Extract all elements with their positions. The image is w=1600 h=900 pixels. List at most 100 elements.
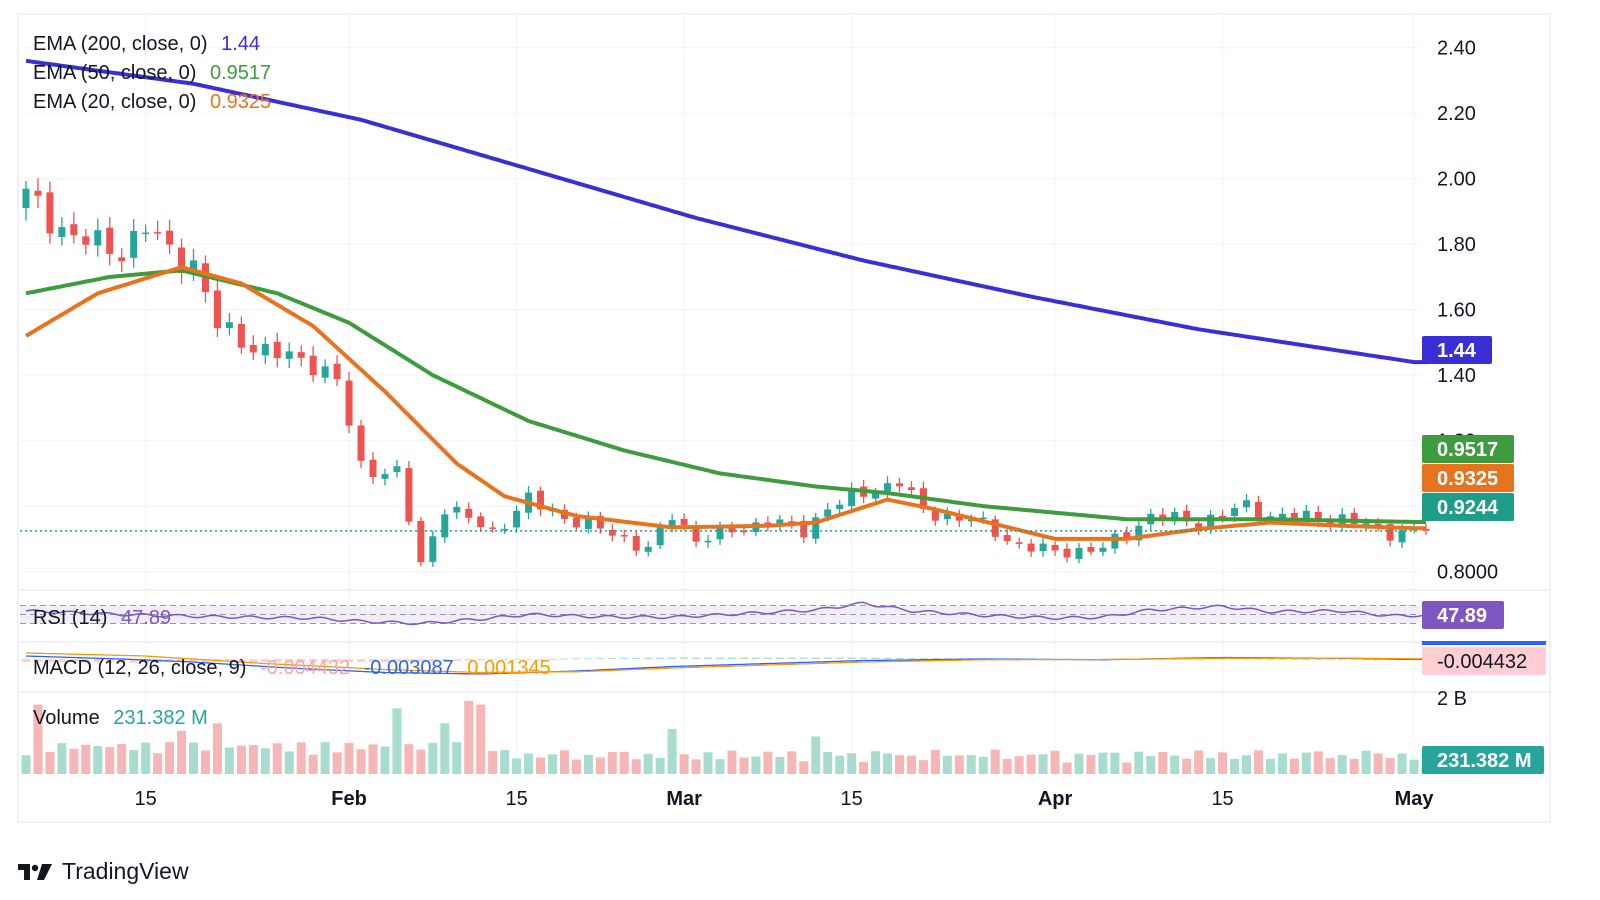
macd-hist-bar [380,659,389,662]
volume-bar [1373,753,1383,774]
macd-hist-bar [105,659,114,663]
macd-hist-bar [488,659,497,661]
y-tick-label: 2.20 [1437,103,1476,125]
macd-hist-bar [1350,659,1359,660]
macd-hist-bar [871,657,880,659]
macd-hist-bar [847,657,856,659]
candle-body [1183,510,1191,522]
candle-body [261,343,269,356]
macd-hist-bar [189,659,198,662]
volume-bar [1385,758,1395,774]
candle-body [166,230,174,245]
volume-bar [1158,751,1168,774]
legend-rsi-value: 47.89 [121,607,171,629]
volume-bar [1349,758,1359,774]
volume-bar [859,761,869,774]
macd-hist-bar [883,657,892,659]
volume-bar [1265,758,1275,774]
volume-bar [619,751,629,774]
volume-bar [655,757,665,774]
macd-badge-top [1422,641,1546,645]
macd-hist-bar [799,657,808,659]
macd-hist-bar [895,657,904,659]
volume-bar [1230,758,1240,774]
candle-body [776,519,784,525]
volume-bar [416,749,426,774]
volume-bar [763,751,773,774]
macd-hist-bar [297,659,306,663]
volume-bar [667,729,677,774]
candle-body [1242,500,1250,508]
time-axis[interactable]: 15 Feb 15 Mar 15 Apr 15 May [135,788,1435,810]
macd-hist-bar [680,657,689,659]
volume-bar [308,754,318,774]
volume-bar [871,751,881,774]
candle-body [381,474,389,479]
volume-bar [260,748,270,774]
candle-body [1302,510,1310,520]
volume-bar [476,704,486,774]
volume-bar [200,750,210,774]
candle-body [297,352,305,358]
candle-body [1135,525,1143,541]
volume-bar [404,744,414,774]
macd-hist-bar [476,659,485,661]
volume-bar [966,755,976,774]
macd-hist-bar [309,659,318,663]
candle-body [106,227,114,254]
legend-volume-label: Volume [33,707,100,729]
volume-bar [954,755,964,774]
candle-body [740,530,748,533]
rsi-line [25,601,1427,626]
volume-bar [129,750,139,774]
x-tick-label: 15 [1211,788,1233,810]
macd-hist-bar [273,659,282,663]
volume-badge-text: 231.382 M [1437,750,1532,772]
candle-body [46,192,54,234]
volume-bar [1218,752,1228,774]
candle-body [836,504,844,510]
volume-pane[interactable]: 2 B 231.382 M [20,688,1550,774]
volume-bar [787,751,797,774]
volume-bar [117,743,127,774]
candle-body [441,514,449,538]
macd-hist-bar [392,659,401,662]
macd-hist-bar [237,659,246,662]
volume-bar [1074,753,1084,774]
macd-hist-bar [129,659,138,663]
volume-bar [236,745,246,774]
candle-body [1123,532,1131,539]
macd-pane[interactable]: -0.004432 [20,641,1550,675]
legend-macd-value: -0.003087 [364,657,454,679]
candle-body [644,546,652,552]
volume-bar [883,753,893,774]
volume-bar [1134,751,1144,774]
main-pane[interactable] [20,58,1430,567]
candle-body [225,322,233,328]
macd-hist-bar [368,659,377,663]
price-badge-ema200 [1422,336,1492,364]
x-tick-label: May [1395,788,1435,810]
macd-hist-bar [1326,659,1335,660]
candle-body [58,227,66,237]
volume-bar [33,704,43,774]
candle-body [477,516,485,528]
macd-hist-bar [512,659,521,660]
candle-body [955,514,963,521]
candle-body [716,525,724,540]
rsi-pane[interactable]: 47.89 [20,589,1550,629]
y-tick-label: 2.40 [1437,38,1476,60]
volume-bar [1277,753,1287,774]
candle-body [130,231,138,258]
macd-hist-bar [141,659,150,663]
volume-bar [775,757,785,774]
volume-bar [1206,758,1216,774]
brand[interactable]: TradingView [18,858,189,885]
macd-hist-bar [428,659,437,662]
candle-body [237,324,245,348]
volume-bar [284,751,294,774]
macd-hist-bar [656,657,665,659]
volume-bar [1098,752,1108,774]
candle-body [94,230,102,246]
